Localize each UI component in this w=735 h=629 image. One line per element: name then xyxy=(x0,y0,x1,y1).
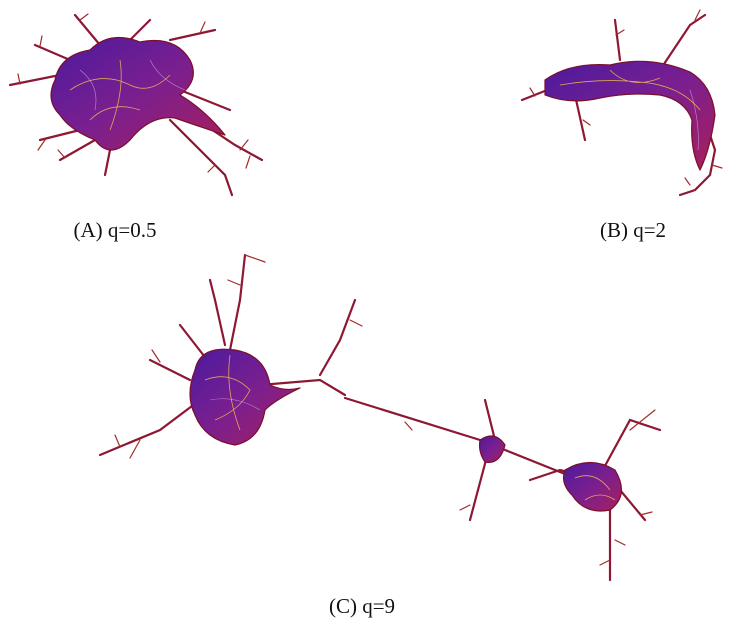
page: {"figure": {"panels": [ {"caption": "(A)… xyxy=(0,0,735,629)
network-b xyxy=(522,10,722,195)
network-a xyxy=(10,14,262,195)
figure: (A) q=0.5 (B) q=2 (C) q=9 xyxy=(0,0,735,629)
caption: (B) q=2 xyxy=(600,218,666,242)
caption: (A) q=0.5 xyxy=(74,218,157,242)
caption: (C) q=9 xyxy=(329,594,395,618)
network-c xyxy=(100,255,660,580)
